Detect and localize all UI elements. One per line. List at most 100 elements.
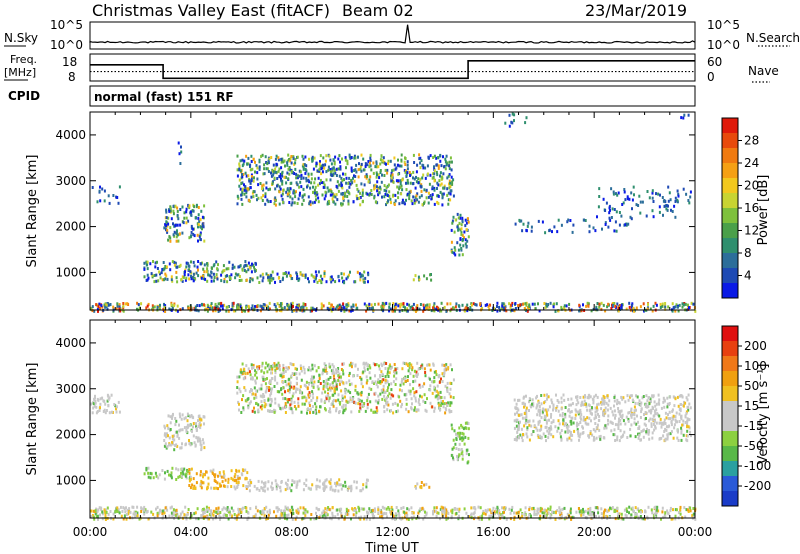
range-cell	[346, 509, 348, 513]
range-cell	[594, 406, 597, 410]
range-cell	[193, 441, 196, 445]
range-cell	[520, 413, 523, 417]
range-cell	[358, 162, 360, 166]
range-cell	[438, 179, 441, 183]
range-cell	[206, 517, 209, 521]
range-cell	[291, 372, 294, 375]
range-cell	[376, 180, 379, 184]
range-cell	[173, 448, 176, 452]
range-cell	[624, 198, 627, 202]
range-cell	[359, 203, 362, 207]
range-cell	[464, 238, 467, 242]
range-cell	[577, 431, 580, 435]
range-cell	[320, 281, 323, 285]
range-cell	[203, 239, 206, 243]
range-cell	[309, 368, 312, 372]
range-cell	[200, 448, 203, 452]
range-cell	[664, 427, 667, 431]
range-cell	[189, 210, 192, 214]
range-cell	[184, 474, 187, 478]
range-cell	[390, 393, 393, 397]
range-cell	[678, 420, 681, 423]
range-cell	[187, 203, 190, 207]
range-cell	[365, 485, 368, 489]
range-cell	[463, 442, 466, 446]
range-cell	[277, 364, 280, 368]
range-cell	[613, 399, 616, 403]
station-title: Christmas Valley East (fitACF)	[92, 1, 330, 20]
range-cell	[192, 425, 194, 429]
range-cell	[532, 404, 535, 408]
range-cell	[321, 391, 324, 395]
range-cell	[426, 164, 429, 168]
range-cell	[519, 420, 521, 424]
range-cell	[96, 397, 99, 401]
range-cell	[390, 510, 393, 514]
range-cell	[307, 174, 310, 178]
range-cell	[296, 202, 299, 205]
range-cell	[408, 303, 411, 307]
range-cell	[530, 424, 533, 428]
range-cell	[692, 302, 695, 306]
range-cell	[388, 194, 391, 198]
range-cell	[321, 193, 324, 197]
range-cell	[671, 302, 674, 306]
range-cell	[347, 202, 350, 206]
range-cell	[389, 396, 392, 400]
range-cell	[283, 159, 286, 163]
range-cell	[293, 191, 296, 195]
range-cell	[422, 309, 425, 313]
range-cell	[241, 468, 244, 472]
range-cell	[351, 362, 354, 366]
range-cell	[342, 411, 345, 415]
range-cell	[553, 225, 556, 229]
range-cell	[606, 408, 609, 412]
range-cell	[288, 377, 290, 381]
range-cell	[663, 430, 666, 433]
range-cell	[383, 410, 386, 414]
range-cell	[271, 410, 274, 413]
range-cell	[214, 480, 217, 483]
range-cell	[189, 270, 192, 274]
range-cell	[545, 419, 548, 423]
range-cell	[619, 409, 622, 413]
range-cell	[258, 387, 261, 391]
range-cell	[190, 260, 192, 264]
range-cell	[601, 227, 603, 231]
range-cell	[420, 185, 423, 189]
range-cell	[500, 307, 503, 311]
colorbar-segment	[722, 193, 738, 209]
range-cell	[616, 435, 619, 439]
range-cell	[520, 427, 523, 431]
range-cell	[537, 219, 540, 223]
range-cell	[538, 420, 541, 424]
range-cell	[311, 155, 314, 159]
range-cell	[417, 200, 420, 204]
range-cell	[235, 469, 238, 473]
range-cell	[276, 184, 278, 188]
range-cell	[328, 396, 331, 400]
range-cell	[179, 263, 182, 267]
range-cell	[632, 398, 634, 402]
range-cell	[607, 414, 610, 418]
range-cell	[570, 403, 572, 407]
range-cell	[595, 436, 598, 440]
range-cell	[686, 398, 689, 402]
range-cell	[315, 191, 318, 195]
range-cell	[390, 174, 392, 178]
range-cell	[274, 371, 277, 375]
range-cell	[147, 475, 150, 479]
range-cell	[450, 453, 453, 457]
range-cell	[530, 225, 533, 229]
range-cell	[330, 403, 333, 406]
range-cell	[160, 509, 163, 513]
range-cell	[450, 307, 453, 311]
range-cell	[167, 222, 170, 226]
range-cell	[322, 487, 325, 491]
range-cell	[584, 403, 587, 406]
range-cell	[382, 309, 385, 313]
range-cell	[375, 200, 378, 204]
range-cell	[392, 302, 395, 306]
range-cell	[466, 217, 469, 221]
range-cell	[374, 391, 377, 395]
